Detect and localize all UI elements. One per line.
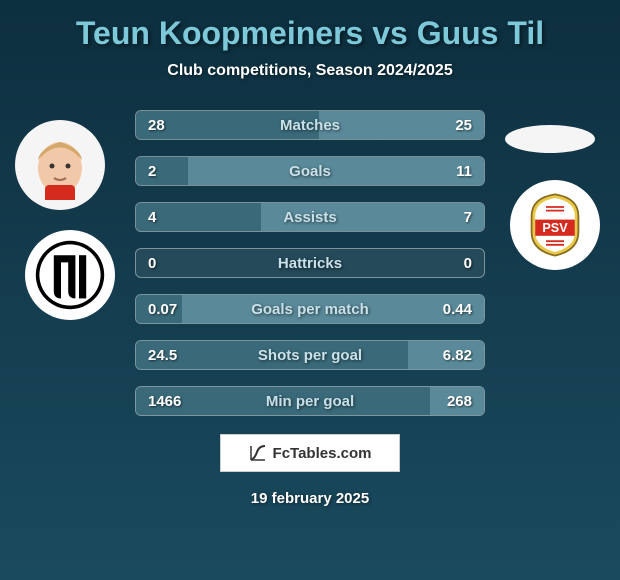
stat-row: 2825Matches (135, 110, 485, 140)
juventus-logo-icon (34, 239, 106, 311)
player-face-icon (25, 130, 95, 200)
stat-label: Goals per match (136, 295, 484, 323)
eye-left-icon (50, 164, 55, 169)
stat-label: Shots per goal (136, 341, 484, 369)
stats-bars: 2825Matches 211Goals 47Assists 00Hattricks 0… (135, 110, 485, 416)
page-subtitle: Club competitions, Season 2024/2025 (10, 62, 610, 80)
eye-right-icon (66, 164, 71, 169)
stat-label: Matches (136, 111, 484, 139)
stat-label: Goals (136, 157, 484, 185)
psv-text: PSV (542, 221, 568, 235)
player-left-avatar (15, 120, 105, 210)
chart-curve-icon (249, 444, 267, 462)
stat-row: 00Hattricks (135, 248, 485, 278)
player-right-avatar (505, 125, 595, 153)
stat-row: 47Assists (135, 202, 485, 232)
brand-logo: FcTables.com (220, 434, 400, 472)
stat-label: Min per goal (136, 387, 484, 415)
stat-row: 1466268Min per goal (135, 386, 485, 416)
page-title: Teun Koopmeiners vs Guus Til (10, 15, 610, 52)
stat-label: Hattricks (136, 249, 484, 277)
stat-row: 211Goals (135, 156, 485, 186)
infographic-container: Teun Koopmeiners vs Guus Til Club compet… (0, 0, 620, 580)
player-left-club-logo (25, 230, 115, 320)
stat-label: Assists (136, 203, 484, 231)
brand-text: FcTables.com (273, 445, 372, 462)
face-shirt (45, 185, 75, 200)
stat-row: 0.070.44Goals per match (135, 294, 485, 324)
footer-date: 19 february 2025 (10, 490, 610, 507)
psv-logo-icon: PSV (519, 189, 591, 261)
player-right-club-logo: PSV (510, 180, 600, 270)
stat-row: 24.56.82Shots per goal (135, 340, 485, 370)
